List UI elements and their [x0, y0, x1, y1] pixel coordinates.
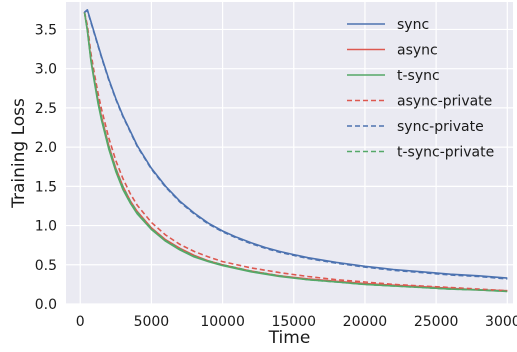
x-tick-label: 10000 — [200, 314, 245, 330]
y-tick-label: 0.0 — [35, 297, 57, 313]
y-tick-labels: 0.0 0.5 1.0 1.5 2.0 2.5 3.0 3.5 — [35, 22, 57, 313]
y-tick-label: 3.0 — [35, 62, 57, 78]
legend-label-t-sync: t-sync — [397, 68, 440, 84]
y-tick-label: 2.5 — [35, 101, 57, 117]
x-tick-label: 5000 — [134, 314, 170, 330]
y-tick-label: 2.0 — [35, 140, 57, 156]
legend-label-t-sync-private: t-sync-private — [397, 145, 494, 161]
x-tick-label: 0 — [76, 314, 85, 330]
y-tick-label: 0.5 — [35, 258, 57, 274]
x-tick-label: 25000 — [414, 314, 459, 330]
legend-label-sync: sync — [397, 17, 429, 33]
legend-label-async: async — [397, 43, 438, 59]
y-tick-label: 1.0 — [35, 219, 57, 235]
y-axis-label: Training Loss — [9, 98, 29, 209]
y-tick-label: 3.5 — [35, 22, 57, 38]
legend-label-sync-private: sync-private — [397, 119, 484, 135]
y-tick-label: 1.5 — [35, 179, 57, 195]
legend-label-async-private: async-private — [397, 94, 492, 110]
x-axis-label: Time — [268, 328, 311, 348]
x-tick-label: 20000 — [343, 314, 388, 330]
